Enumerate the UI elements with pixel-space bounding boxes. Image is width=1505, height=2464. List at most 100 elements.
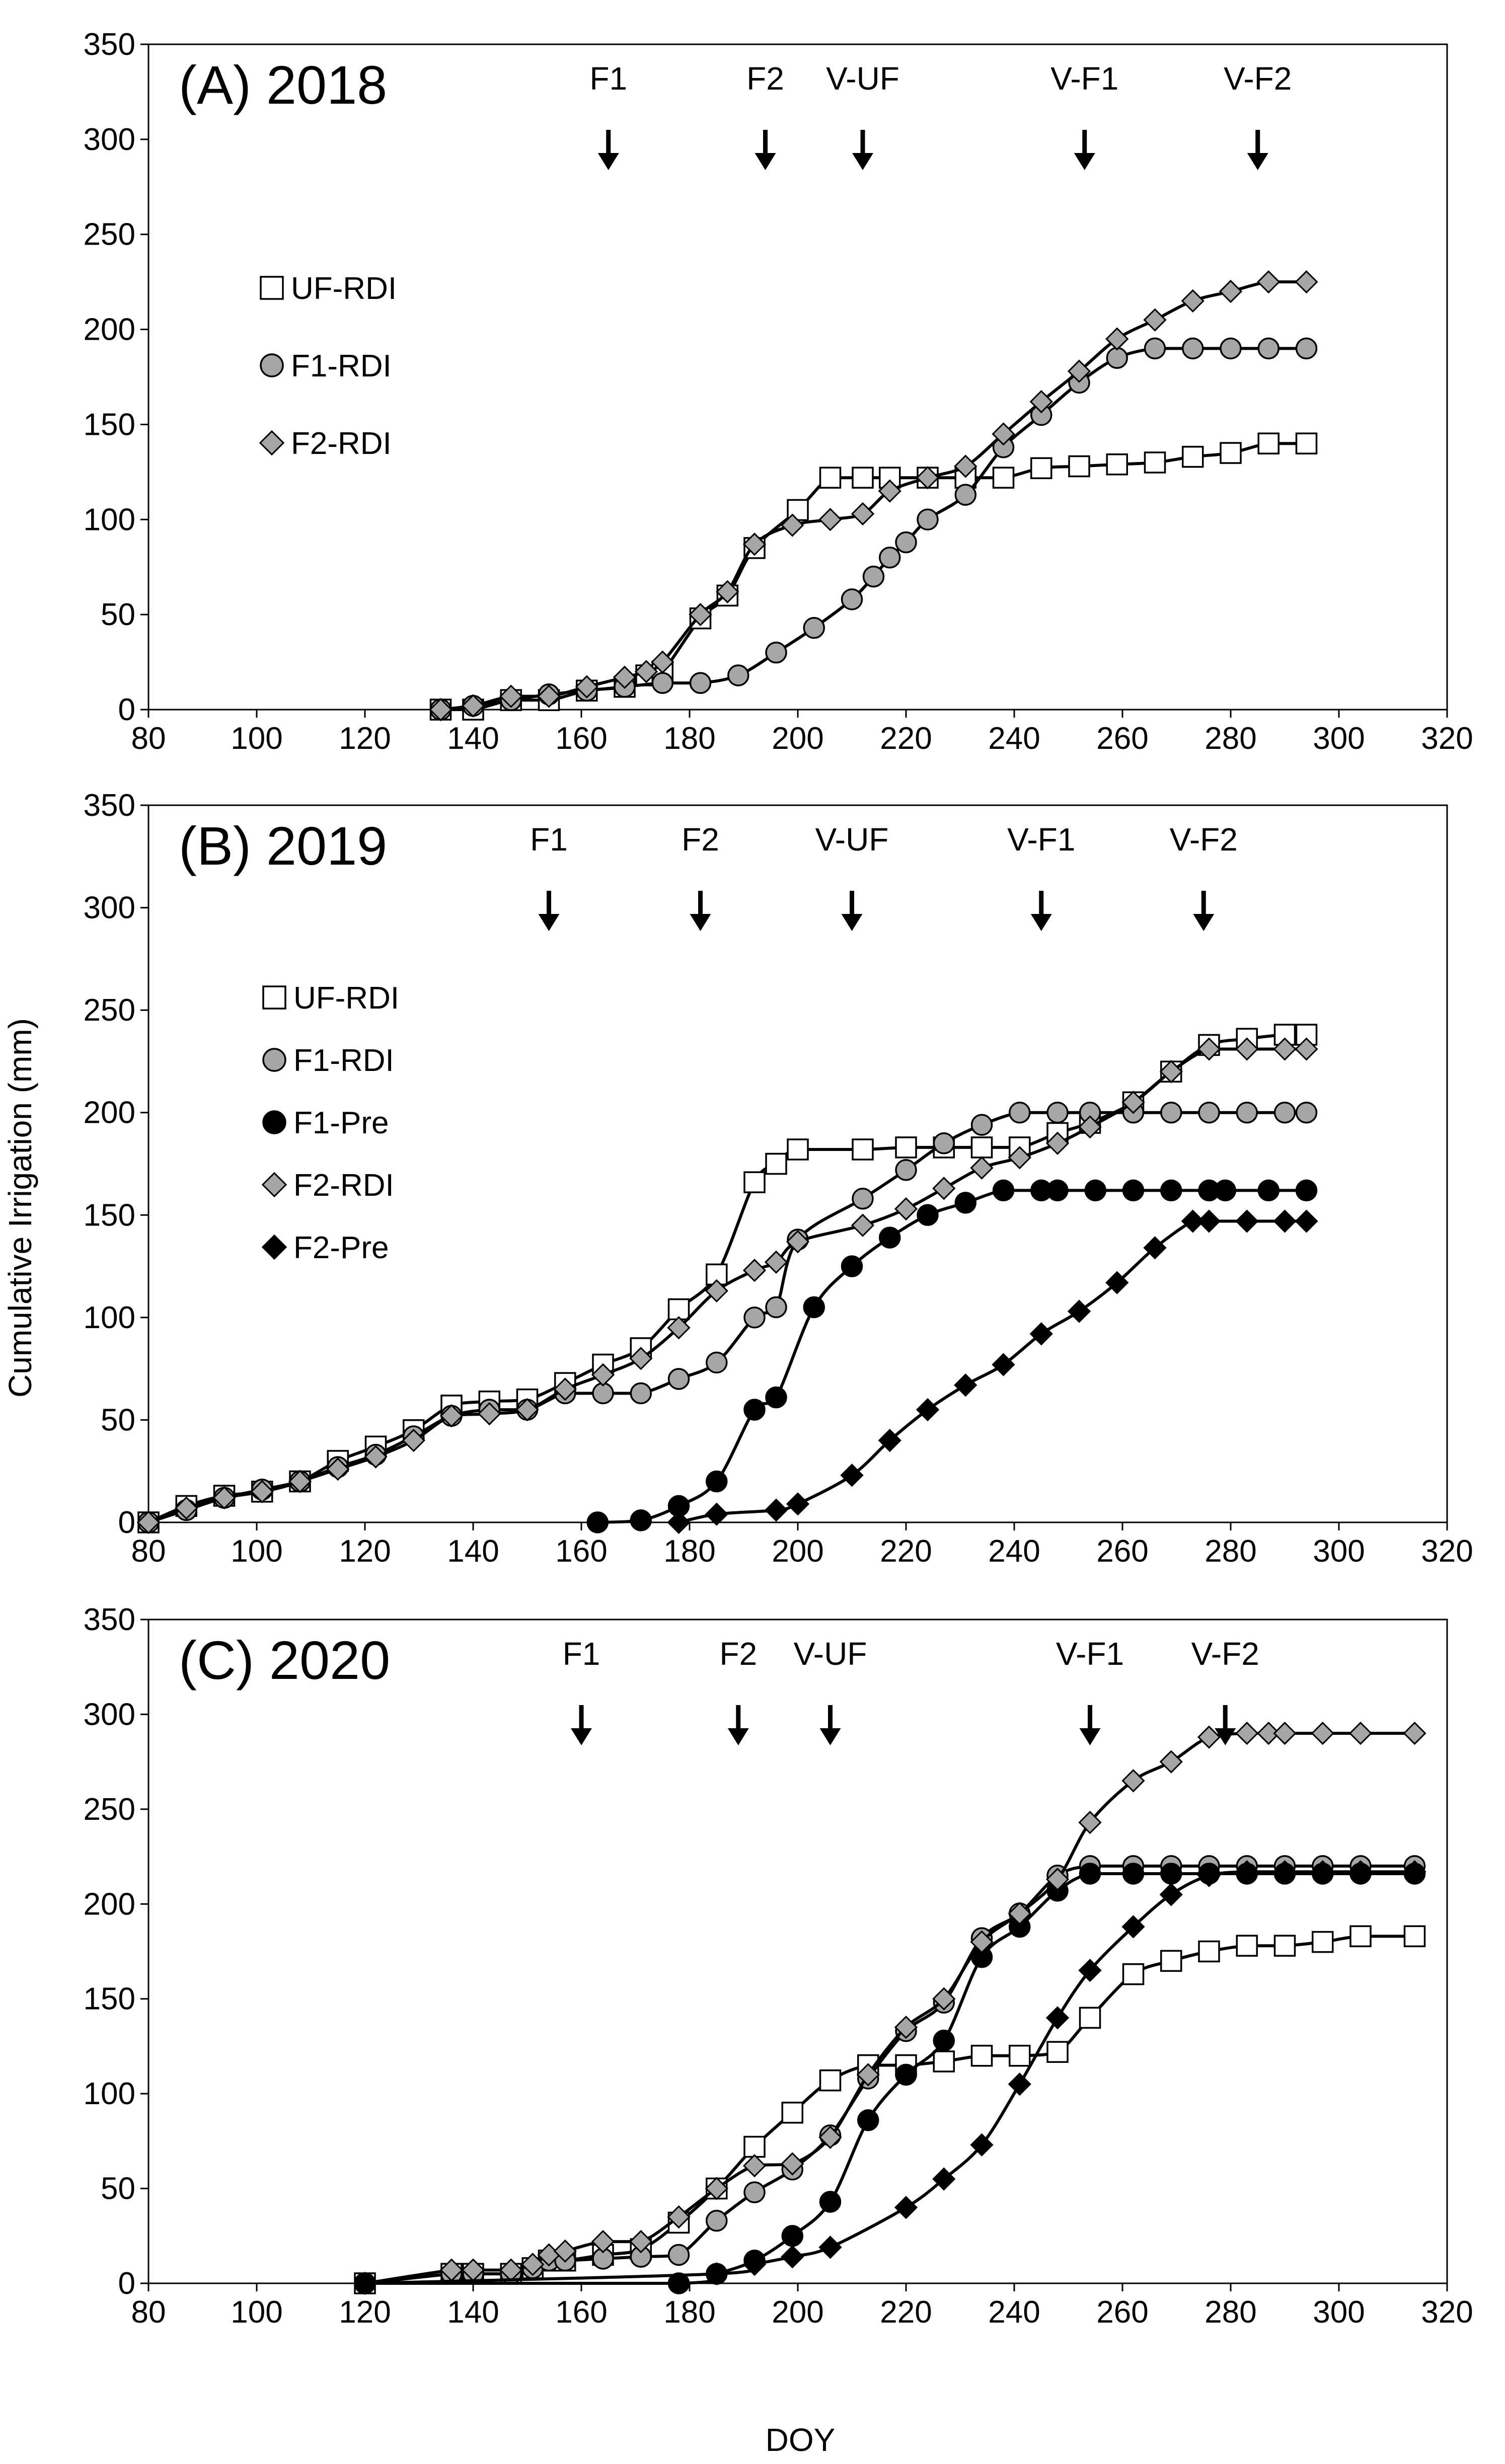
data-point: [895, 1136, 917, 1159]
data-point: [629, 1347, 653, 1370]
stage-label: F2: [682, 821, 719, 858]
data-point: [439, 1404, 464, 1428]
legend-label: F2-RDI: [291, 426, 392, 461]
data-point: [591, 1363, 615, 1387]
data-point: [586, 1511, 609, 1533]
stage-label: F1: [563, 1636, 600, 1672]
x-tick-label: 240: [988, 2295, 1040, 2330]
data-point: [852, 467, 874, 489]
data-point: [1160, 1179, 1182, 1202]
data-point: [1009, 1101, 1031, 1124]
data-point: [764, 1498, 788, 1522]
legend-marker: [259, 430, 285, 456]
data-point: [1235, 1037, 1259, 1061]
data-point: [841, 588, 863, 610]
y-tick-label: 0: [118, 2266, 135, 2301]
x-tick-label: 240: [988, 721, 1040, 756]
data-point: [1235, 1721, 1259, 1745]
data-point: [1029, 1322, 1053, 1346]
data-point: [1257, 432, 1280, 454]
stage-arrow-head: [1030, 914, 1052, 931]
x-tick-label: 300: [1313, 1534, 1365, 1569]
x-tick-label: 280: [1205, 1534, 1256, 1569]
legend-label: F2-Pre: [293, 1230, 389, 1265]
data-point: [1045, 2006, 1070, 2030]
y-tick-label: 300: [84, 1697, 135, 1732]
data-point: [764, 1250, 788, 1274]
data-point: [954, 1373, 977, 1397]
data-point: [743, 1306, 766, 1329]
x-tick-label: 240: [988, 1534, 1040, 1569]
data-point: [933, 2050, 955, 2072]
data-point: [630, 1382, 652, 1405]
x-tick-label: 100: [231, 2295, 282, 2330]
data-point: [1235, 1860, 1259, 1884]
stage-label: F2: [719, 1636, 757, 1672]
stage-label: F1: [589, 60, 627, 97]
y-tick-label: 150: [84, 407, 135, 442]
data-point: [575, 675, 598, 699]
data-point: [706, 2209, 728, 2232]
panel-c-2020: 0 50 100 150 200 250 300 350 80 100 120 140 160 180 20…: [84, 1602, 1473, 2330]
data-point: [1182, 445, 1204, 468]
data-point: [1045, 1131, 1070, 1155]
data-point: [894, 2016, 918, 2039]
data-point: [970, 1156, 994, 1180]
legend-marker: [261, 1172, 287, 1198]
stage-arrow-head: [571, 1728, 592, 1745]
data-point: [781, 2245, 804, 2269]
data-point: [932, 1987, 956, 2011]
y-tick-label: 50: [101, 2172, 135, 2206]
data-point: [894, 1197, 918, 1221]
data-point: [765, 1296, 787, 1319]
data-point: [1257, 270, 1281, 294]
x-tick-label: 300: [1313, 2295, 1365, 2330]
data-point: [970, 1114, 993, 1136]
data-point: [1182, 337, 1204, 360]
data-point: [970, 1930, 994, 1954]
data-point: [629, 2229, 653, 2254]
y-tick-label: 150: [84, 1982, 135, 2017]
x-tick-label: 220: [880, 721, 932, 756]
x-tick-label: 100: [231, 721, 282, 756]
legend-label: UF-RDI: [293, 981, 399, 1016]
data-point: [1295, 270, 1318, 294]
data-point: [353, 2271, 377, 2295]
data-point: [894, 2196, 918, 2219]
data-point: [1079, 1863, 1101, 1885]
data-point: [970, 2045, 993, 2067]
data-point: [1078, 1959, 1102, 1982]
data-point: [591, 2229, 615, 2254]
x-tick-label: 260: [1096, 1534, 1148, 1569]
data-point: [1295, 1101, 1318, 1124]
data-point: [705, 2177, 728, 2200]
data-point: [1159, 1060, 1183, 1084]
data-point: [781, 2152, 804, 2176]
data-point: [878, 1429, 901, 1452]
x-tick-label: 180: [663, 2295, 715, 2330]
data-point: [1198, 1940, 1220, 1963]
data-point: [288, 1470, 312, 1493]
data-point: [1078, 1811, 1102, 1834]
x-tick-label: 180: [663, 721, 715, 756]
data-point: [630, 1509, 652, 1531]
data-point: [1349, 1925, 1372, 1948]
data-point: [1197, 1037, 1221, 1061]
x-tick-label: 200: [772, 2295, 823, 2330]
legend-marker: [262, 1110, 286, 1134]
data-point: [916, 466, 940, 490]
data-point: [917, 1204, 939, 1226]
data-point: [895, 531, 917, 554]
y-tick-label: 250: [84, 993, 135, 1028]
data-point: [1220, 442, 1242, 464]
data-point: [970, 1136, 993, 1159]
stage-arrow-head: [538, 914, 560, 931]
data-point: [879, 547, 901, 569]
data-point: [742, 532, 767, 556]
stage-arrow-head: [755, 153, 776, 170]
legend-label: F1-RDI: [293, 1043, 394, 1078]
data-point: [1214, 1179, 1236, 1202]
y-tick-label: 100: [84, 2076, 135, 2111]
stage-arrow-head: [1074, 153, 1095, 170]
data-point: [1144, 451, 1166, 474]
